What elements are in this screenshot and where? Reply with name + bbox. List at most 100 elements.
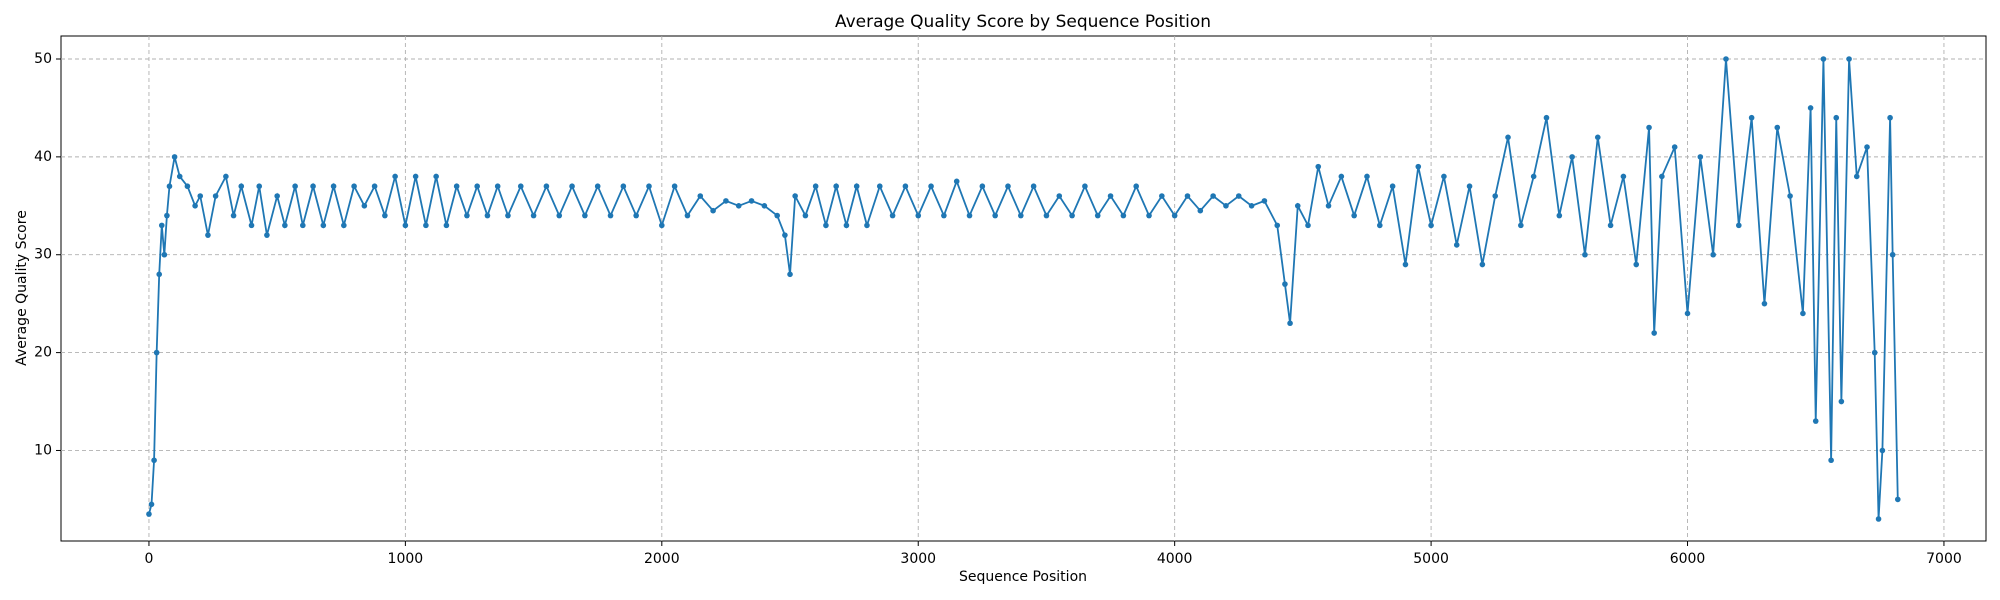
data-point (412, 173, 419, 180)
data-point (1210, 193, 1216, 199)
data-point (748, 198, 755, 204)
data-point (443, 222, 450, 229)
data-point (300, 222, 306, 229)
data-point (1748, 114, 1755, 121)
data-point (792, 193, 798, 199)
y-tick-label: 40 (34, 149, 52, 165)
chart-title: Average Quality Score by Sequence Positi… (835, 12, 1211, 32)
data-point (1607, 222, 1614, 229)
x-axis-label: Sequence Position (959, 569, 1087, 585)
data-point (992, 212, 998, 219)
data-point (1569, 154, 1575, 160)
data-point (1787, 193, 1793, 199)
y-tick-label: 30 (34, 247, 52, 263)
data-point (341, 222, 347, 229)
data-point (1479, 261, 1486, 268)
data-point (1505, 134, 1511, 141)
x-tick-label: 2000 (644, 551, 680, 567)
data-point (864, 222, 870, 229)
data-point (1453, 242, 1460, 248)
data-point (361, 203, 368, 209)
data-point (594, 183, 601, 190)
data-point (256, 183, 263, 190)
data-point (1723, 56, 1729, 62)
data-point (853, 183, 860, 190)
data-point (1315, 163, 1322, 170)
data-point (402, 222, 409, 229)
data-point (1671, 144, 1678, 150)
data-point (1807, 105, 1814, 111)
data-point (1530, 173, 1537, 180)
y-tick-label: 50 (34, 51, 52, 67)
data-point (633, 212, 639, 219)
data-point (292, 183, 298, 190)
data-point (1828, 457, 1834, 464)
data-point (1305, 222, 1311, 229)
data-point (371, 183, 378, 190)
data-point (941, 212, 947, 219)
data-point (1351, 212, 1357, 219)
data-point (320, 222, 327, 229)
y-axis-label: Average Quality Score (14, 210, 30, 366)
data-point (274, 193, 280, 199)
y-tick-label: 20 (34, 345, 52, 361)
data-point (723, 198, 729, 204)
data-point (382, 212, 388, 219)
data-point (1646, 124, 1652, 131)
data-point (1377, 222, 1383, 229)
data-point (1197, 207, 1204, 214)
data-point (1684, 310, 1691, 317)
x-tick-label: 5000 (1413, 551, 1449, 567)
data-point (184, 183, 191, 190)
data-point (153, 349, 160, 356)
x-tick-label: 4000 (1157, 551, 1193, 567)
data-point (474, 183, 480, 190)
data-point (833, 183, 839, 190)
data-point (1820, 56, 1827, 62)
data-point (517, 183, 524, 190)
data-point (761, 203, 768, 209)
data-point (1492, 193, 1498, 199)
data-point (1294, 203, 1301, 209)
data-point (1018, 212, 1024, 219)
data-point (620, 183, 627, 190)
data-point (158, 222, 165, 229)
data-point (1871, 349, 1878, 356)
x-tick-label: 3000 (900, 551, 936, 567)
data-point (979, 183, 986, 190)
data-point (1415, 163, 1422, 170)
data-point (1133, 183, 1139, 190)
data-point (1833, 114, 1840, 121)
data-point (151, 457, 157, 464)
data-point (230, 212, 237, 219)
data-point (902, 183, 909, 190)
data-point (659, 222, 665, 229)
data-point (148, 501, 155, 508)
data-point (166, 183, 173, 190)
data-point (192, 203, 198, 209)
data-point (1184, 193, 1191, 199)
data-point (1853, 173, 1860, 180)
data-point (1543, 114, 1550, 121)
data-point (543, 183, 550, 190)
data-point (351, 183, 357, 190)
data-point (238, 183, 245, 190)
data-point (697, 193, 704, 199)
data-point (1325, 203, 1332, 209)
data-point (433, 173, 439, 180)
data-point (646, 183, 652, 190)
data-point (330, 183, 337, 190)
data-point (1894, 496, 1901, 503)
data-point (1800, 310, 1806, 317)
data-point (1838, 398, 1845, 405)
data-point (530, 212, 537, 219)
data-point (1107, 193, 1114, 199)
data-point (484, 212, 491, 219)
data-point (1364, 173, 1370, 180)
data-point (607, 212, 614, 219)
data-point (164, 212, 170, 219)
data-point (1659, 173, 1665, 180)
data-point (843, 222, 850, 229)
data-point (223, 173, 229, 180)
data-point (423, 222, 429, 229)
